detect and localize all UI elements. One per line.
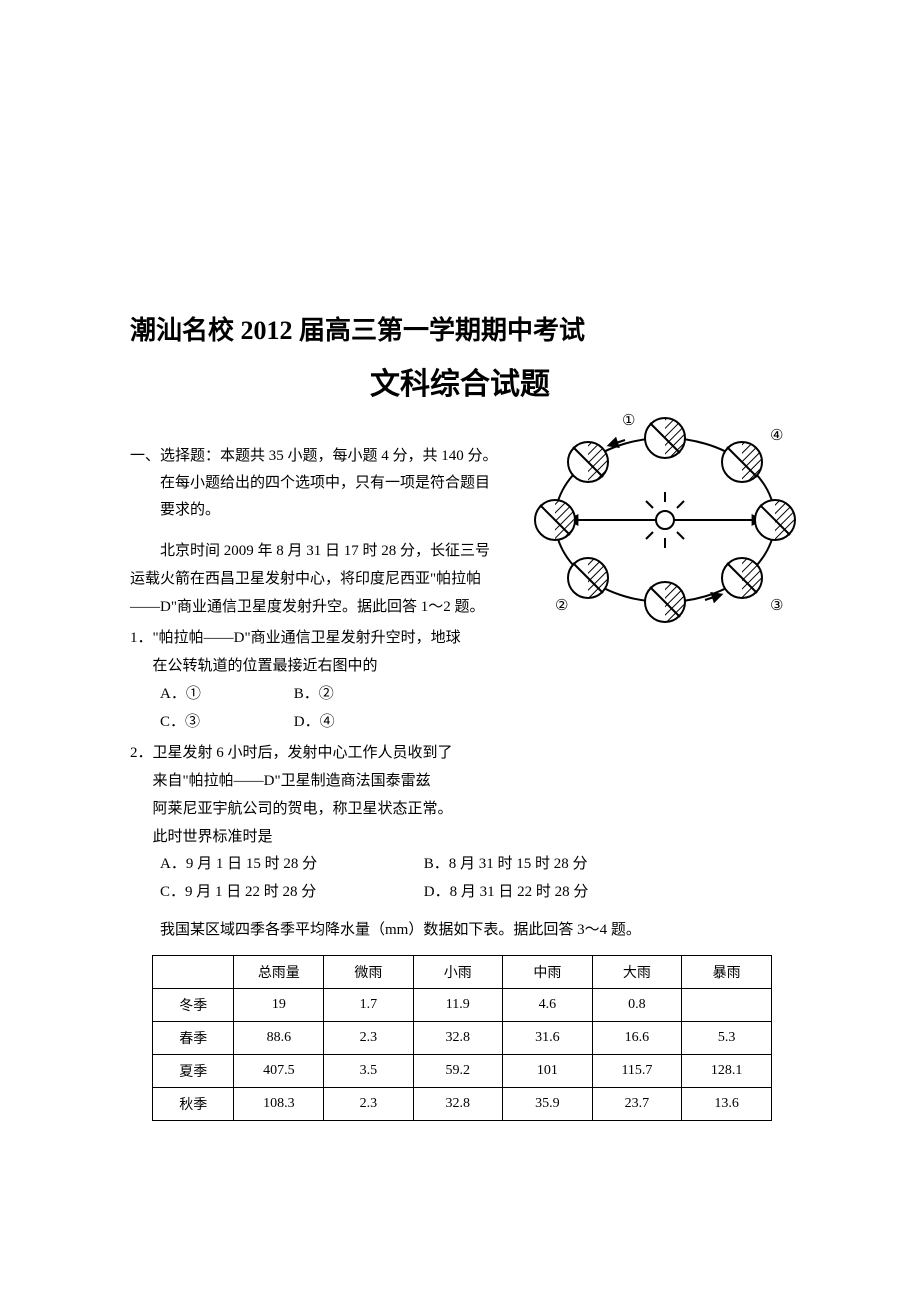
cell-value: 32.8 <box>413 1087 503 1120</box>
globe <box>645 418 685 458</box>
passage-1: 北京时间 2009 年 8 月 31 日 17 时 28 分，长征三号 运载火箭… <box>130 538 510 621</box>
option-1D: D．④ <box>294 709 424 737</box>
table-body: 冬季 19 1.7 11.9 4.6 0.8 春季 88.6 2.3 32.8 … <box>153 988 772 1120</box>
question-2-options-row1: A．9 月 1 日 15 时 28 分 B．8 月 31 时 15 时 28 分 <box>130 851 790 879</box>
cell-value: 32.8 <box>413 1021 503 1054</box>
globe <box>535 500 575 540</box>
precipitation-table: 总雨量 微雨 小雨 中雨 大雨 暴雨 冬季 19 1.7 11.9 4.6 0.… <box>152 955 772 1121</box>
option-2D: D．8 月 31 日 22 时 28 分 <box>424 879 684 907</box>
exam-title-line1: 潮汕名校 2012 届高三第一学期期中考试 <box>130 310 790 347</box>
cell-value: 88.6 <box>234 1021 324 1054</box>
cell-value: 108.3 <box>234 1087 324 1120</box>
cell-value: 19 <box>234 988 324 1021</box>
question-2-line2: 来自"帕拉帕——D"卫星制造商法国泰雷兹 <box>130 768 790 796</box>
cell-value: 2.3 <box>324 1021 413 1054</box>
cell-value: 128.1 <box>682 1054 772 1087</box>
table-header-blank <box>153 955 234 988</box>
option-1C: C．③ <box>160 709 290 737</box>
cell-value: 0.8 <box>592 988 682 1021</box>
question-2-line1: 2．卫星发射 6 小时后，发射中心工作人员收到了 <box>130 740 790 768</box>
cell-value: 3.5 <box>324 1054 413 1087</box>
globe <box>568 442 608 482</box>
cell-value: 31.6 <box>503 1021 593 1054</box>
question-1-options-row2: C．③ D．④ <box>130 709 790 737</box>
orbit-label-2: ② <box>555 598 568 614</box>
cell-value: 1.7 <box>324 988 413 1021</box>
passage-2: 我国某区域四季各季平均降水量（mm）数据如下表。据此回答 3～4 题。 <box>130 917 790 945</box>
globe <box>568 558 608 598</box>
question-2: 2．卫星发射 6 小时后，发射中心工作人员收到了 来自"帕拉帕——D"卫星制造商… <box>130 740 790 907</box>
cell-value: 35.9 <box>503 1087 593 1120</box>
cell-season: 冬季 <box>153 988 234 1021</box>
cell-value: 2.3 <box>324 1087 413 1120</box>
table-row: 冬季 19 1.7 11.9 4.6 0.8 <box>153 988 772 1021</box>
table-row: 秋季 108.3 2.3 32.8 35.9 23.7 13.6 <box>153 1087 772 1120</box>
table-header-heavy: 大雨 <box>592 955 682 988</box>
cell-season: 夏季 <box>153 1054 234 1087</box>
orbit-label-3: ③ <box>770 598 783 614</box>
option-1B: B．② <box>294 681 424 709</box>
table-header-moderate: 中雨 <box>503 955 593 988</box>
question-2-line3: 阿莱尼亚宇航公司的贺电，称卫星状态正常。 <box>130 796 790 824</box>
option-2B: B．8 月 31 时 15 时 28 分 <box>424 851 684 879</box>
orbit-label-4: ④ <box>770 428 783 444</box>
option-2C: C．9 月 1 日 22 时 28 分 <box>160 879 420 907</box>
cell-value: 16.6 <box>592 1021 682 1054</box>
table-header-row: 总雨量 微雨 小雨 中雨 大雨 暴雨 <box>153 955 772 988</box>
cell-season: 秋季 <box>153 1087 234 1120</box>
table-row: 春季 88.6 2.3 32.8 31.6 16.6 5.3 <box>153 1021 772 1054</box>
cell-value <box>682 988 772 1021</box>
globe <box>722 442 762 482</box>
table-header-light: 小雨 <box>413 955 503 988</box>
table-row: 夏季 407.5 3.5 59.2 101 115.7 128.1 <box>153 1054 772 1087</box>
cell-value: 407.5 <box>234 1054 324 1087</box>
table-header-storm: 暴雨 <box>682 955 772 988</box>
section-header-line1: 一、选择题：本题共 35 小题，每小题 4 分，共 140 分。 <box>130 448 498 464</box>
exam-title-line2: 文科综合试题 <box>130 359 790 403</box>
cell-value: 101 <box>503 1054 593 1087</box>
option-2A: A．9 月 1 日 15 时 28 分 <box>160 851 420 879</box>
table-header-total: 总雨量 <box>234 955 324 988</box>
cell-value: 23.7 <box>592 1087 682 1120</box>
table-header-drizzle: 微雨 <box>324 955 413 988</box>
question-2-line4: 此时世界标准时是 <box>130 824 790 852</box>
cell-value: 11.9 <box>413 988 503 1021</box>
option-1A: A．① <box>160 681 290 709</box>
globe <box>722 558 762 598</box>
question-2-options-row2: C．9 月 1 日 22 时 28 分 D．8 月 31 日 22 时 28 分 <box>130 879 790 907</box>
question-1-options-row1: A．① B．② <box>130 681 790 709</box>
sun-icon <box>637 492 693 548</box>
cell-value: 13.6 <box>682 1087 772 1120</box>
question-1: 1．"帕拉帕——D"商业通信卫星发射升空时，地球 在公转轨道的位置最接近右图中的… <box>130 625 790 736</box>
globe <box>645 582 685 622</box>
cell-value: 5.3 <box>682 1021 772 1054</box>
cell-value: 4.6 <box>503 988 593 1021</box>
question-1-line2: 在公转轨道的位置最接近右图中的 <box>130 653 790 681</box>
exam-page: 潮汕名校 2012 届高三第一学期期中考试 文科综合试题 <box>0 0 920 1302</box>
cell-value: 59.2 <box>413 1054 503 1087</box>
cell-value: 115.7 <box>592 1054 682 1087</box>
orbit-diagram: ① ② ③ ④ <box>530 410 800 630</box>
globe <box>755 500 795 540</box>
cell-season: 春季 <box>153 1021 234 1054</box>
orbit-label-1: ① <box>622 413 635 429</box>
